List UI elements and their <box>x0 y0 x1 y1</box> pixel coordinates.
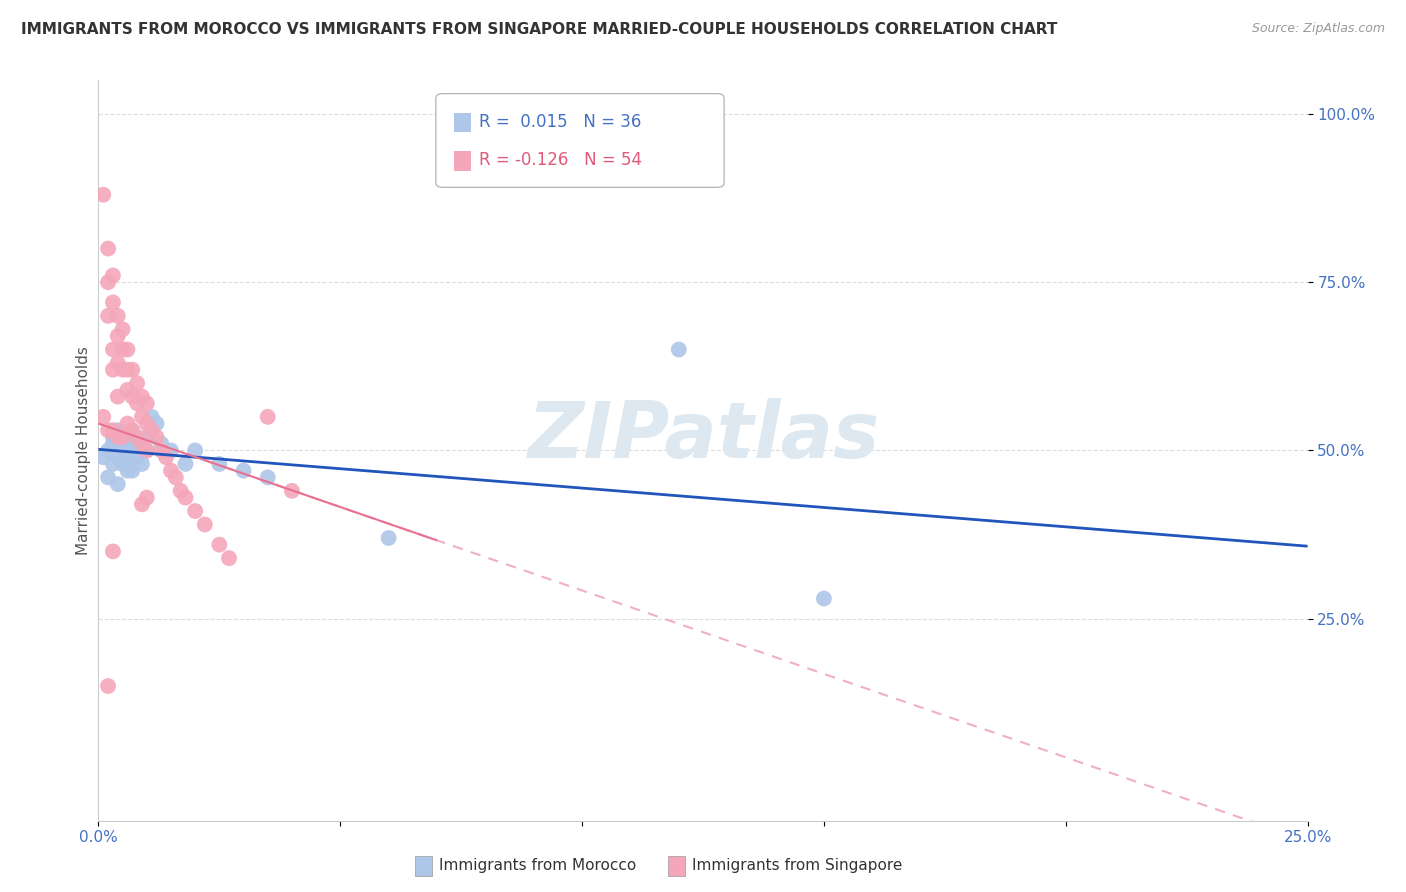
Point <box>91 409 114 424</box>
Point <box>97 423 120 437</box>
Point <box>111 362 134 376</box>
Point <box>107 450 129 465</box>
Point <box>101 457 124 471</box>
Point <box>145 417 167 431</box>
Text: R = -0.126   N = 54: R = -0.126 N = 54 <box>479 151 643 169</box>
Point <box>101 295 124 310</box>
Point <box>101 268 124 283</box>
Point <box>127 396 149 410</box>
Point <box>194 517 217 532</box>
Point <box>131 390 153 404</box>
Point <box>101 423 124 437</box>
Point <box>135 443 157 458</box>
Point <box>208 457 231 471</box>
Point <box>377 531 399 545</box>
Point <box>107 309 129 323</box>
Point <box>101 544 124 558</box>
Point <box>97 470 120 484</box>
Point <box>127 436 149 450</box>
Point <box>107 329 129 343</box>
Point <box>165 470 187 484</box>
Point <box>232 464 254 478</box>
Point <box>117 464 139 478</box>
Point <box>131 497 153 511</box>
Point <box>135 396 157 410</box>
Point <box>101 362 124 376</box>
Point <box>141 409 163 424</box>
Point <box>184 504 207 518</box>
Point <box>121 423 143 437</box>
Point <box>111 457 134 471</box>
Point <box>111 430 134 444</box>
Point <box>141 423 163 437</box>
Point <box>91 187 114 202</box>
Point <box>256 470 278 484</box>
Point <box>97 679 120 693</box>
Point <box>107 423 129 437</box>
Point <box>101 436 124 450</box>
Point <box>208 538 231 552</box>
Point <box>135 430 157 444</box>
Point <box>117 436 139 450</box>
Text: Source: ZipAtlas.com: Source: ZipAtlas.com <box>1251 22 1385 36</box>
Point <box>155 450 177 465</box>
Point <box>107 430 129 444</box>
Text: ZIPatlas: ZIPatlas <box>527 398 879 474</box>
Point <box>97 275 120 289</box>
Point <box>160 443 183 458</box>
Point <box>256 409 278 424</box>
Point <box>131 436 153 450</box>
Point <box>121 464 143 478</box>
Point <box>150 436 173 450</box>
Point <box>131 443 153 458</box>
Point <box>131 457 153 471</box>
Text: Immigrants from Morocco: Immigrants from Morocco <box>439 858 636 872</box>
Point <box>121 362 143 376</box>
Point <box>97 242 120 256</box>
Point <box>127 450 149 465</box>
Point <box>160 464 183 478</box>
Point <box>169 483 191 498</box>
Point <box>117 383 139 397</box>
Point <box>135 491 157 505</box>
Point <box>145 430 167 444</box>
Point <box>111 343 134 357</box>
Point <box>91 450 114 465</box>
Point <box>117 362 139 376</box>
Point <box>174 491 197 505</box>
Point <box>281 483 304 498</box>
Point <box>107 356 129 370</box>
Text: Immigrants from Singapore: Immigrants from Singapore <box>692 858 903 872</box>
Point <box>813 591 835 606</box>
Point <box>101 343 124 357</box>
Y-axis label: Married-couple Households: Married-couple Households <box>76 346 91 555</box>
Text: R =  0.015   N = 36: R = 0.015 N = 36 <box>479 112 641 131</box>
Point <box>218 551 240 566</box>
Point <box>135 443 157 458</box>
Point <box>111 443 134 458</box>
Point <box>135 417 157 431</box>
Point <box>668 343 690 357</box>
Point <box>117 450 139 465</box>
Point <box>174 457 197 471</box>
Point <box>111 430 134 444</box>
Point <box>111 322 134 336</box>
Point <box>117 417 139 431</box>
Point <box>97 443 120 458</box>
Point <box>131 409 153 424</box>
Point <box>121 423 143 437</box>
Point <box>107 390 129 404</box>
Text: IMMIGRANTS FROM MOROCCO VS IMMIGRANTS FROM SINGAPORE MARRIED-COUPLE HOUSEHOLDS C: IMMIGRANTS FROM MOROCCO VS IMMIGRANTS FR… <box>21 22 1057 37</box>
Point <box>184 443 207 458</box>
Point <box>107 477 129 491</box>
Point <box>127 376 149 391</box>
Point <box>150 443 173 458</box>
Point <box>127 430 149 444</box>
Point <box>117 343 139 357</box>
Point <box>121 390 143 404</box>
Point <box>101 430 124 444</box>
Point <box>121 443 143 458</box>
Point <box>97 309 120 323</box>
